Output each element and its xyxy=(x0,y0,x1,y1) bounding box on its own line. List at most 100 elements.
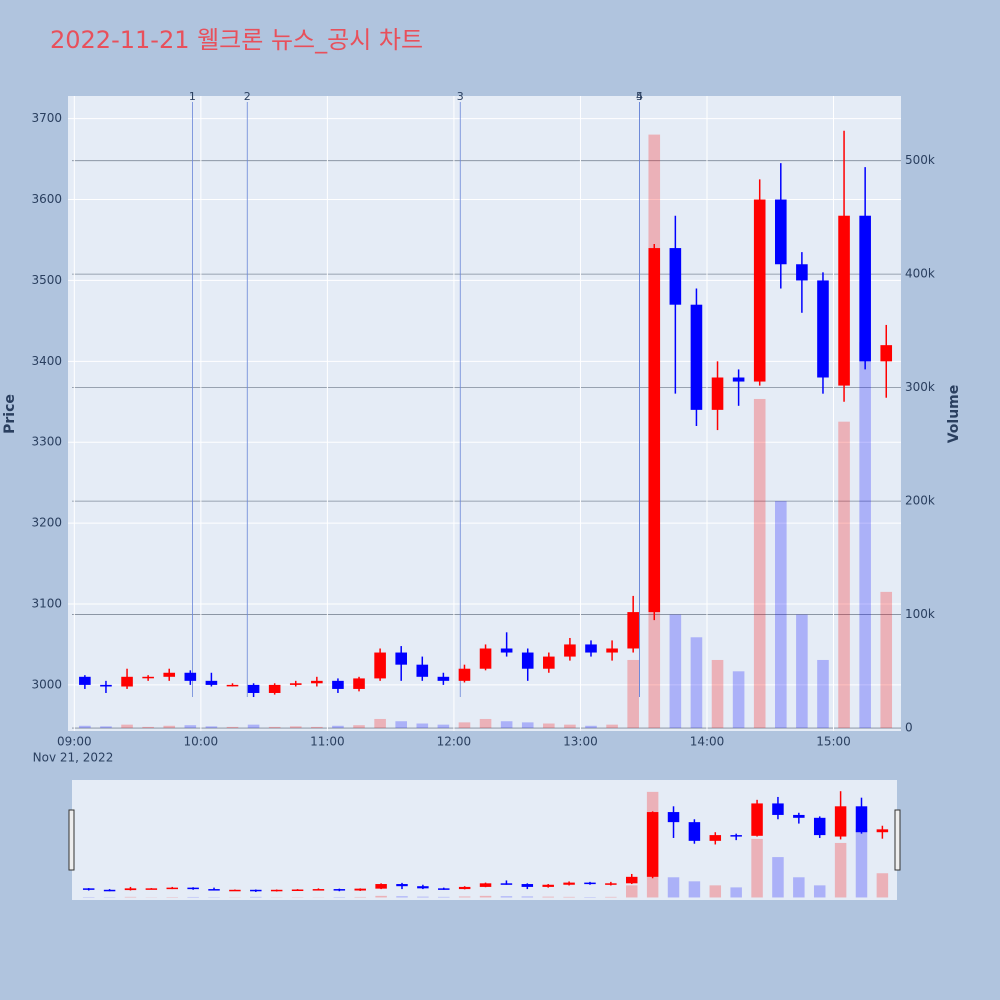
mini-candle-body xyxy=(375,884,387,889)
candle-body xyxy=(374,652,386,679)
candle-body xyxy=(838,215,850,386)
candle-body xyxy=(479,648,492,669)
candle-body xyxy=(859,215,871,362)
candle-body xyxy=(226,684,239,687)
candle-body xyxy=(205,680,218,685)
volume-bar xyxy=(289,726,302,729)
y-tick-label: 3600 xyxy=(31,192,62,206)
candle-body xyxy=(648,248,661,613)
mini-candle-body xyxy=(82,888,95,890)
mini-candle-body xyxy=(626,876,638,884)
mini-volume-bar xyxy=(438,896,450,898)
candle-body xyxy=(606,648,618,653)
mini-candle-body xyxy=(813,817,826,836)
mini-candle-body xyxy=(479,883,492,887)
volume-bar xyxy=(332,725,344,729)
mini-volume-bar xyxy=(500,896,513,898)
chart-title: 2022-11-21 웰크론 뉴스_공시 차트 xyxy=(50,26,423,54)
mini-volume-bar xyxy=(626,885,638,898)
mini-candle-body xyxy=(730,835,742,837)
candle-body xyxy=(268,684,281,693)
mini-candle-body xyxy=(187,887,199,890)
y-axis-title: Price xyxy=(2,394,18,434)
range-handle[interactable] xyxy=(894,809,901,871)
mini-volume-bar xyxy=(187,896,199,898)
candle-body xyxy=(163,672,176,677)
volume-bar xyxy=(753,398,766,729)
y-tick-label: 3400 xyxy=(31,354,62,368)
volume-bar xyxy=(627,659,639,729)
mini-volume-bar xyxy=(876,873,889,898)
mini-volume-bar xyxy=(542,896,554,898)
candle-body xyxy=(753,199,766,382)
mini-volume-bar xyxy=(793,877,805,898)
mini-volume-bar xyxy=(396,896,408,898)
volume-bar xyxy=(690,637,703,729)
volume-bar xyxy=(732,671,745,729)
volume-bar xyxy=(500,721,513,729)
y-tick-label: 3700 xyxy=(31,111,62,125)
mini-candle-body xyxy=(688,822,701,841)
candle-body xyxy=(774,199,787,265)
volume-bar xyxy=(606,724,618,729)
x-tick-label: 11:00 xyxy=(310,735,345,749)
volume-bar xyxy=(817,659,829,729)
mini-candle-body xyxy=(291,889,304,892)
candle-body xyxy=(543,656,555,669)
volume-bar xyxy=(479,718,492,729)
mini-volume-bar xyxy=(250,896,262,898)
volume-bar xyxy=(711,659,724,729)
volume-bar xyxy=(796,614,808,729)
volume-bar xyxy=(353,725,365,729)
candle-body xyxy=(311,680,323,684)
candle-body xyxy=(437,676,450,681)
candle-body xyxy=(289,683,302,685)
mini-candle-body xyxy=(333,889,346,891)
x-tick-label: 13:00 xyxy=(563,735,598,749)
mini-candle-body xyxy=(876,829,889,833)
mini-candle-body xyxy=(584,882,596,885)
mini-candle-body xyxy=(563,882,575,885)
mini-volume-bar xyxy=(730,887,742,898)
y2-tick-label: 200k xyxy=(905,494,935,508)
volume-bar xyxy=(142,726,154,729)
mini-candle-body xyxy=(521,884,534,887)
volume-bar xyxy=(226,726,239,729)
mini-volume-bar xyxy=(813,885,826,898)
mini-candle-body xyxy=(124,888,137,891)
mini-volume-bar xyxy=(458,896,471,898)
mini-candle-body xyxy=(270,889,283,892)
candle-body xyxy=(732,377,745,382)
volume-bar xyxy=(163,725,176,729)
mini-candle-body xyxy=(772,803,784,815)
mini-volume-bar xyxy=(124,896,137,898)
mini-candle-body xyxy=(417,886,429,889)
news-label: 3 xyxy=(457,90,464,103)
y2-tick-label: 100k xyxy=(905,607,935,621)
volume-bar xyxy=(521,722,534,729)
candle-body xyxy=(690,304,703,410)
mini-candle-body xyxy=(855,806,868,833)
y2-tick-label: 500k xyxy=(905,153,935,167)
candle-body xyxy=(121,676,133,687)
range-handle[interactable] xyxy=(68,809,75,871)
x-tick-label: 10:00 xyxy=(184,735,219,749)
mini-candle-body xyxy=(396,884,408,887)
mini-candle-body xyxy=(834,806,847,837)
mini-candle-body xyxy=(145,888,158,890)
mini-candle-body xyxy=(458,886,471,890)
range-slider[interactable] xyxy=(72,780,897,900)
mini-candle-body xyxy=(166,887,178,890)
candle-body xyxy=(585,644,597,653)
mini-candle-body xyxy=(312,889,325,891)
mini-candle-body xyxy=(667,812,680,823)
candle-body xyxy=(669,248,682,305)
y2-axis-title: Volume xyxy=(946,385,962,444)
candle-body xyxy=(332,680,344,689)
candle-body xyxy=(353,678,365,689)
y2-tick-label: 0 xyxy=(905,721,913,735)
x-tick-label: 15:00 xyxy=(816,735,851,749)
candle-body xyxy=(458,668,471,681)
mini-volume-bar xyxy=(354,896,366,898)
